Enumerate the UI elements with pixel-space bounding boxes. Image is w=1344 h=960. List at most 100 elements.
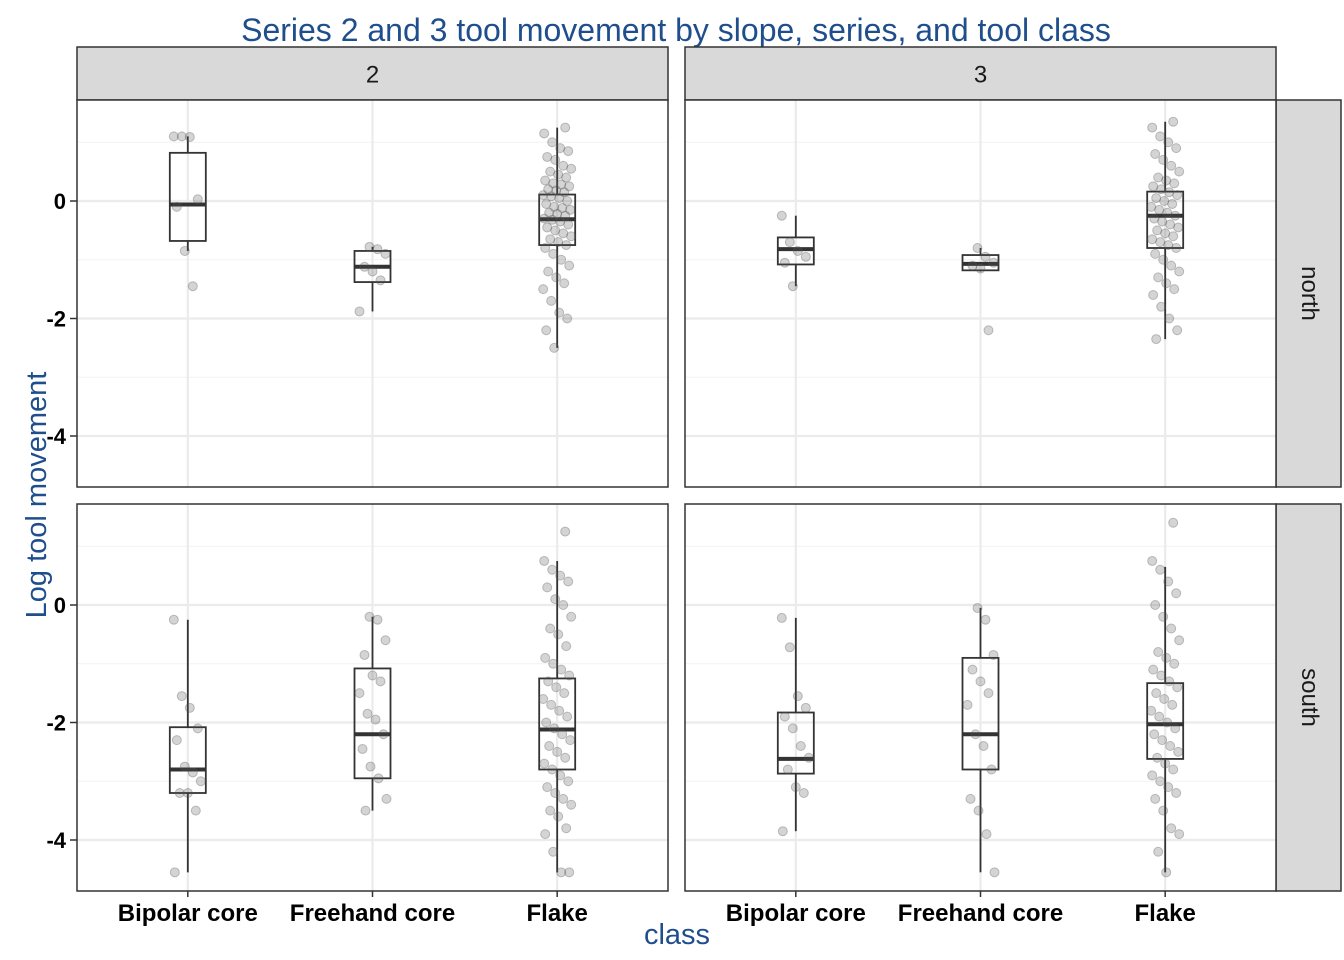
data-point: [787, 281, 798, 292]
data-point: [360, 805, 371, 816]
x-tick-label: Flake: [527, 900, 588, 927]
data-point: [800, 702, 811, 713]
data-point: [171, 735, 182, 746]
data-point: [550, 788, 561, 798]
data-point: [560, 752, 571, 763]
data-point: [558, 600, 569, 610]
data-point: [1160, 228, 1171, 239]
panel-series-3-north: [684, 99, 1277, 488]
data-point: [975, 676, 986, 687]
y-tick-label: -4: [46, 424, 66, 449]
data-point: [1148, 290, 1159, 300]
data-point: [1172, 682, 1183, 693]
data-point: [554, 193, 565, 204]
boxplot-freehand-core: [353, 241, 392, 317]
data-point: [1159, 694, 1170, 704]
data-point: [795, 741, 806, 751]
data-point: [553, 169, 564, 180]
data-point: [192, 723, 203, 734]
data-point: [1158, 805, 1169, 816]
data-point: [564, 181, 575, 192]
data-point: [195, 776, 206, 787]
data-point: [1166, 623, 1177, 634]
data-point: [1155, 564, 1166, 575]
data-point: [1171, 143, 1182, 154]
data-point: [983, 325, 994, 336]
data-point: [1166, 823, 1177, 834]
data-point: [555, 143, 566, 154]
data-point: [542, 151, 553, 162]
data-point: [566, 799, 577, 810]
x-axis-title: class: [644, 919, 710, 951]
data-point: [542, 782, 553, 793]
data-point: [1151, 193, 1162, 204]
data-point: [555, 216, 566, 227]
data-point: [553, 811, 564, 822]
data-point: [1155, 131, 1166, 142]
box-iqr: [168, 726, 207, 794]
data-point: [565, 204, 576, 215]
data-point: [1158, 611, 1169, 622]
data-point: [554, 705, 565, 716]
x-tick-label: Bipolar core: [726, 900, 866, 927]
data-point: [564, 670, 575, 681]
data-point: [1164, 676, 1175, 687]
data-point: [558, 160, 569, 171]
panel-series-2-south: [76, 503, 669, 892]
data-point: [545, 166, 556, 177]
data-point: [1148, 664, 1159, 675]
box-iqr: [538, 677, 577, 771]
data-point: [1169, 284, 1180, 295]
data-point: [1146, 705, 1157, 716]
data-point: [776, 210, 787, 221]
data-point: [556, 254, 567, 265]
data-point: [1170, 723, 1181, 734]
data-point: [1153, 647, 1164, 657]
data-point: [1173, 222, 1184, 233]
data-point: [1156, 670, 1167, 681]
data-point: [1152, 752, 1163, 763]
data-point: [187, 281, 198, 292]
data-point: [1161, 278, 1172, 289]
x-tick-label: Flake: [1135, 900, 1196, 927]
data-point: [782, 764, 793, 775]
data-point: [972, 243, 983, 253]
data-point: [1166, 160, 1177, 171]
data-point: [564, 867, 575, 878]
facet-strip-slope-north: [1275, 99, 1342, 488]
data-point: [192, 194, 203, 205]
data-point: [179, 761, 190, 772]
data-point: [540, 175, 551, 186]
boxplot-flake: [538, 526, 577, 878]
data-point: [540, 829, 551, 840]
data-point: [546, 191, 557, 202]
data-point: [776, 612, 787, 623]
data-point: [538, 694, 549, 704]
data-point: [555, 770, 566, 781]
data-point: [972, 602, 983, 613]
data-point: [798, 788, 809, 798]
y-tick-label: -4: [46, 828, 66, 853]
data-point: [779, 711, 790, 722]
data-point: [563, 776, 574, 787]
data-point: [1154, 711, 1165, 722]
data-point: [539, 213, 550, 224]
facet-label-slope-north: north: [1296, 266, 1323, 321]
data-point: [558, 228, 569, 239]
boxplot-flake: [1146, 517, 1185, 878]
data-point: [540, 652, 551, 663]
data-point: [1168, 764, 1179, 775]
data-point: [176, 691, 187, 702]
data-point: [967, 664, 978, 675]
data-point: [1154, 204, 1165, 215]
data-point: [550, 225, 561, 236]
data-point: [980, 614, 991, 625]
panel-series-2-north: [76, 99, 669, 488]
data-point: [1156, 184, 1167, 195]
data-point: [1174, 635, 1185, 646]
panel-series-3-south: [684, 503, 1277, 892]
data-point: [556, 867, 567, 878]
data-point: [541, 198, 552, 209]
data-point: [1147, 770, 1158, 781]
data-point: [176, 131, 187, 142]
